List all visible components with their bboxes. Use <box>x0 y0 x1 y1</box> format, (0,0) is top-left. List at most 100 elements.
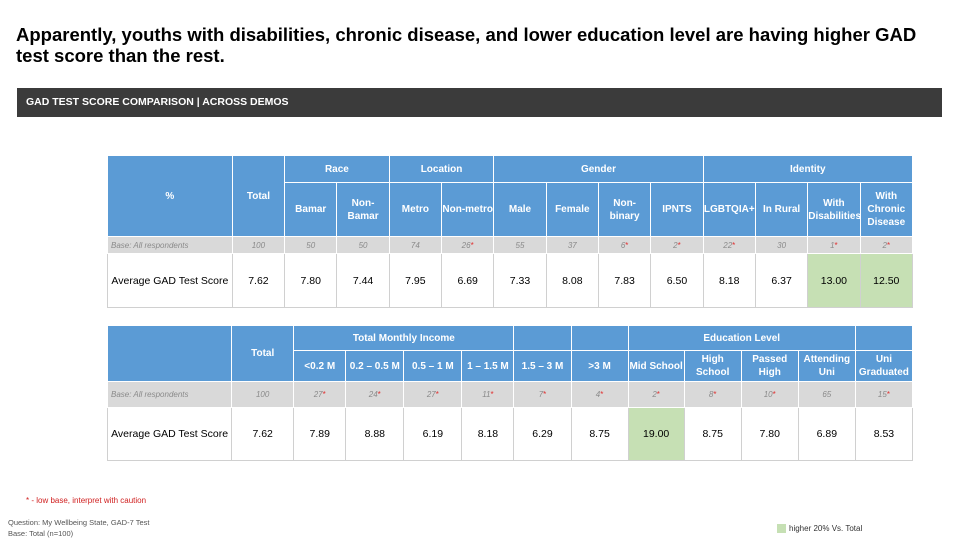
base-value: 15 <box>877 390 887 399</box>
base-value: 4 <box>595 390 601 399</box>
group-spacer <box>854 325 914 351</box>
group-spacer <box>513 325 572 351</box>
col-header: Attending Uni <box>797 350 856 382</box>
low-base-star: * <box>377 390 381 399</box>
col-header: <0.2 M <box>293 350 347 382</box>
col-header: Non-metro <box>441 182 495 237</box>
col-header: Non-binary <box>597 182 652 237</box>
col-header: With Disabilities <box>807 182 861 237</box>
row-label: Average GAD Test Score <box>106 407 233 461</box>
base-value: 7 <box>538 390 544 399</box>
demographics-table: % Total Race Location Gender Identity Ba… <box>107 155 914 308</box>
score-cell: 8.75 <box>570 407 629 461</box>
low-base-star: * <box>772 390 776 399</box>
group-race: Race <box>284 155 390 183</box>
base-value: 37 <box>567 240 577 250</box>
low-base-star: * <box>886 390 890 399</box>
col-header: High School <box>683 350 742 382</box>
col-header: Female <box>545 182 599 237</box>
low-base-star: * <box>713 390 717 399</box>
base-value: 74 <box>410 240 420 250</box>
base-label: Base: All respondents <box>107 236 233 254</box>
total-header: Total <box>231 155 286 237</box>
score-cell-highlighted: 19.00 <box>627 407 685 461</box>
score-cell: 7.83 <box>597 253 652 308</box>
base-value: 50 <box>306 240 316 250</box>
score-cell: 8.88 <box>345 407 405 461</box>
legend-label: higher 20% Vs. Total <box>789 524 863 533</box>
score-cell: 7.89 <box>293 407 347 461</box>
col-header: LGBTQIA+ <box>702 182 756 237</box>
income-education-table: Total Total Monthly Income Education Lev… <box>106 325 914 461</box>
col-header: >3 M <box>570 350 629 382</box>
score-cell: 6.89 <box>797 407 856 461</box>
low-base-star: * <box>600 390 604 399</box>
base-value: 26 <box>461 240 471 250</box>
group-identity: Identity <box>702 155 914 183</box>
total-value: 7.62 <box>231 253 286 308</box>
base-value: 24 <box>368 390 378 399</box>
score-cell: 8.53 <box>854 407 914 461</box>
total-header: Total <box>231 325 295 382</box>
total-value: 7.62 <box>231 407 295 461</box>
base-value: 27 <box>313 390 323 399</box>
col-header: 1.5 – 3 M <box>513 350 572 382</box>
legend-swatch <box>777 524 786 534</box>
low-base-star: * <box>886 240 891 250</box>
low-base-star: * <box>656 390 660 399</box>
score-cell: 6.37 <box>754 253 809 308</box>
low-base-star: * <box>677 240 681 250</box>
base-value: 2 <box>882 240 887 250</box>
row-label: Average GAD Test Score <box>107 253 233 308</box>
col-header: Male <box>493 182 547 237</box>
score-cell: 8.08 <box>545 253 599 308</box>
score-cell: 6.19 <box>403 407 463 461</box>
base-label: Base: All respondents <box>106 381 233 408</box>
score-cell: 6.50 <box>650 253 704 308</box>
low-base-star: * <box>490 390 494 399</box>
score-cell-highlighted: 12.50 <box>859 253 914 308</box>
base-value: 65 <box>822 390 832 399</box>
group-location: Location <box>388 155 495 183</box>
base-value: 50 <box>358 240 368 250</box>
blank-header <box>106 325 233 382</box>
score-cell: 7.80 <box>740 407 799 461</box>
base-value: 30 <box>777 240 787 250</box>
low-base-star: * <box>435 390 439 399</box>
low-base-star: * <box>625 240 629 250</box>
group-income: Total Monthly Income <box>293 325 515 351</box>
score-cell: 8.18 <box>461 407 515 461</box>
score-cell-highlighted: 13.00 <box>807 253 861 308</box>
low-base-star: * <box>322 390 326 399</box>
low-base-star: * <box>834 240 838 250</box>
low-base-star: * <box>470 240 474 250</box>
col-header: In Rural <box>754 182 809 237</box>
base-value: 22 <box>723 240 733 250</box>
score-cell: 8.75 <box>683 407 742 461</box>
col-header: Mid School <box>627 350 685 382</box>
base-value: 6 <box>620 240 626 250</box>
group-spacer <box>570 325 629 351</box>
legend: higher 20% Vs. Total <box>777 524 863 534</box>
pct-header: % <box>107 155 233 237</box>
base-value: 55 <box>515 240 525 250</box>
score-cell: 6.69 <box>441 253 495 308</box>
col-header: With Chronic Disease <box>859 182 914 237</box>
base-value: 11 <box>482 390 491 399</box>
low-base-star: * <box>732 240 736 250</box>
base-value: 27 <box>426 390 436 399</box>
col-header: Non-Bamar <box>336 182 390 237</box>
score-cell: 6.29 <box>513 407 572 461</box>
source-note: Question: My Wellbeing State, GAD-7 Test… <box>8 517 149 539</box>
base-value: 1 <box>830 240 835 250</box>
low-base-star: * <box>543 390 547 399</box>
base-value: 8 <box>708 390 714 399</box>
score-cell: 7.80 <box>284 253 338 308</box>
score-cell: 7.95 <box>388 253 443 308</box>
score-cell: 8.18 <box>702 253 756 308</box>
col-header: Metro <box>388 182 443 237</box>
question-note: Question: My Wellbeing State, GAD-7 Test <box>8 518 150 527</box>
score-cell: 7.44 <box>336 253 390 308</box>
base-note: Base: Total (n=100) <box>8 529 74 538</box>
col-header: 0.2 – 0.5 M <box>345 350 405 382</box>
